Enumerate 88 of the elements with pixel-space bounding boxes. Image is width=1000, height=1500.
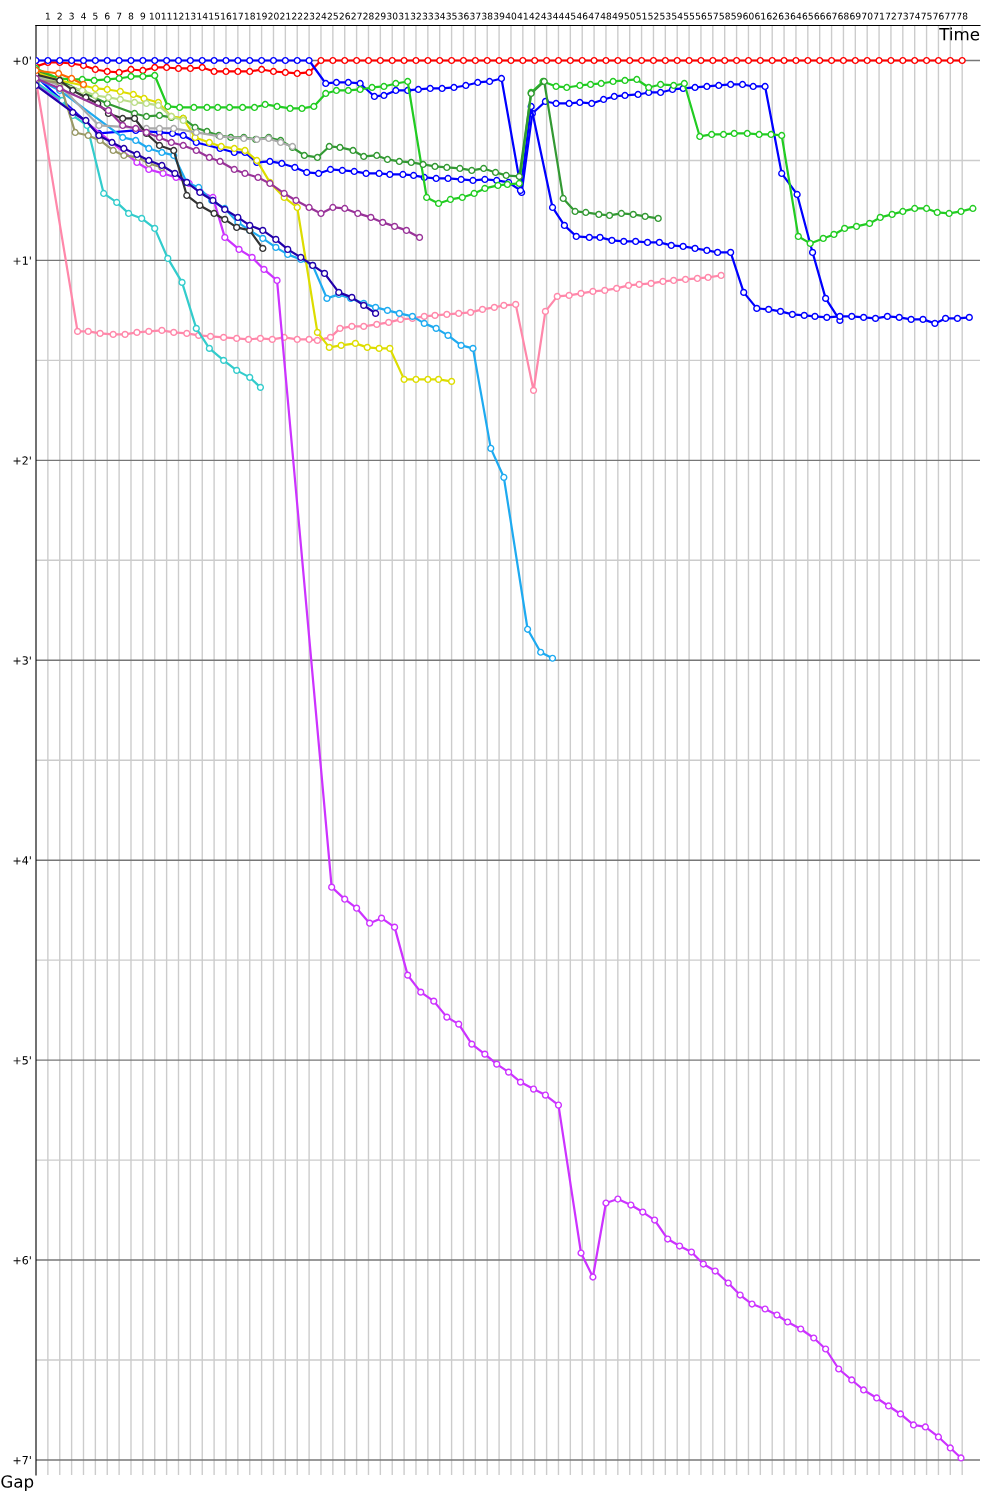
x-tick-label: 56	[695, 12, 707, 20]
x-tick-label: 12	[173, 12, 184, 20]
x-tick-label: 22	[292, 12, 303, 20]
x-tick-label: 3	[69, 12, 74, 20]
x-tick-label: 32	[410, 12, 421, 20]
y-tick-label: +2'	[13, 456, 31, 465]
x-tick-label: 17	[233, 12, 243, 20]
x-tick-label: 29	[375, 12, 386, 20]
x-tick-label: 66	[814, 12, 825, 20]
x-tick-label: 68	[838, 12, 849, 20]
x-tick-label: 37	[470, 12, 481, 20]
y-tick-label: +6'	[13, 1256, 31, 1265]
x-tick-label: 27	[351, 12, 362, 20]
y-tick-label: +3'	[13, 656, 31, 665]
x-tick-label: 33	[422, 12, 433, 20]
x-tick-label: 76	[933, 12, 944, 20]
x-tick-label: 35	[446, 12, 457, 20]
x-tick-label: 61	[755, 12, 766, 20]
x-tick-label: 2	[57, 12, 62, 20]
x-tick-label: 69	[850, 12, 861, 20]
y-tick-label: +0'	[13, 56, 31, 65]
x-tick-label: 71	[873, 12, 885, 20]
x-tick-label: 42	[529, 12, 540, 20]
x-tick-label: 8	[128, 12, 134, 20]
x-tick-label: 52	[648, 12, 659, 20]
x-tick-label: 75	[921, 12, 932, 20]
x-tick-label: 44	[553, 12, 564, 20]
x-tick-label: 51	[636, 12, 647, 20]
x-tick-label: 30	[387, 12, 398, 20]
x-tick-label: 74	[909, 12, 921, 20]
x-tick-label: 23	[303, 12, 315, 20]
x-tick-label: 11	[161, 12, 172, 20]
x-tick-label: 64	[790, 12, 802, 20]
x-axis-title: Time	[939, 27, 980, 41]
x-tick-label: 19	[256, 12, 267, 20]
x-tick-label: 40	[505, 12, 517, 20]
x-tick-label: 47	[588, 12, 600, 20]
x-tick-label: 21	[280, 12, 291, 20]
x-tick-label: 77	[945, 12, 956, 20]
y-tick-label: +7'	[13, 1456, 31, 1465]
x-tick-label: 26	[339, 12, 350, 20]
x-tick-label: 58	[719, 12, 730, 20]
x-tick-label: 13	[185, 12, 196, 20]
x-tick-label: 28	[363, 12, 374, 20]
x-tick-label: 25	[327, 12, 338, 20]
x-tick-label: 57	[707, 12, 718, 20]
x-tick-label: 24	[315, 12, 327, 20]
x-tick-label: 46	[576, 12, 588, 20]
y-axis-title: Gap	[1, 1475, 34, 1492]
x-tick-label: 41	[517, 12, 528, 20]
x-tick-label: 6	[104, 12, 110, 20]
x-tick-label: 15	[209, 12, 220, 20]
y-tick-label: +5'	[13, 1056, 31, 1065]
y-tick-label: +1'	[13, 256, 31, 265]
y-tick-label: +4'	[13, 856, 31, 865]
x-tick-label: 18	[244, 12, 255, 20]
x-tick-label: 4	[81, 12, 86, 20]
x-tick-label: 70	[862, 12, 873, 20]
x-tick-label: 59	[731, 12, 742, 20]
x-tick-label: 55	[683, 12, 695, 20]
x-tick-label: 38	[482, 12, 493, 20]
x-tick-label: 53	[660, 12, 671, 20]
x-tick-label: 39	[493, 12, 505, 20]
x-tick-label: 63	[778, 12, 790, 20]
x-tick-label: 78	[957, 12, 968, 20]
x-tick-label: 10	[149, 12, 160, 20]
x-tick-label: 1	[45, 12, 50, 20]
x-tick-label: 36	[458, 12, 469, 20]
x-tick-label: 43	[541, 12, 552, 20]
x-tick-label: 16	[221, 12, 232, 20]
x-tick-label: 49	[612, 12, 624, 20]
x-tick-label: 54	[672, 12, 683, 20]
x-tick-label: 45	[564, 12, 576, 20]
x-tick-label: 73	[897, 12, 908, 20]
x-tick-label: 20	[268, 12, 279, 20]
x-tick-label: 65	[802, 12, 813, 20]
x-tick-label: 60	[743, 12, 754, 20]
x-tick-label: 72	[885, 12, 896, 20]
x-tick-label: 48	[600, 12, 612, 20]
x-tick-label: 31	[398, 12, 410, 20]
x-tick-label: 5	[93, 12, 98, 20]
x-tick-label: 34	[434, 12, 446, 20]
x-tick-label: 50	[624, 12, 635, 20]
x-tick-label: 62	[767, 12, 778, 20]
x-tick-label: 14	[197, 12, 208, 20]
x-tick-label: 7	[116, 12, 122, 20]
x-tick-label: 67	[826, 12, 837, 20]
x-tick-label: 9	[140, 12, 146, 20]
